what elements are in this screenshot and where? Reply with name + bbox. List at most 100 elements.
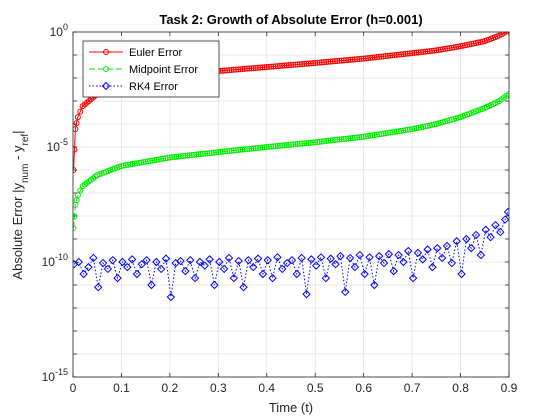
euler-point [77,108,84,115]
midpoint-point [292,141,299,148]
midpoint-point [294,141,301,148]
euler-point [314,59,321,66]
midpoint-point [402,127,409,134]
midpoint-point [261,144,268,151]
midpoint-point [296,140,303,147]
y-axis-label: Absolute Error |ynum - yref| [10,130,31,279]
rk4-point [282,258,292,268]
rk4-point [503,207,509,217]
rk4-point [263,255,272,265]
euler-point [415,49,422,56]
rk4-point [229,273,239,283]
midpoint-point [186,152,193,159]
euler-point [316,59,323,66]
midpoint-point [323,138,330,145]
midpoint-point [127,161,134,168]
rk4-point [278,264,287,274]
rk4-point [336,251,345,261]
euler-point [74,114,81,121]
midpoint-point [305,139,312,146]
midpoint-point [391,128,398,135]
euler-point [413,49,420,56]
midpoint-point [314,139,321,146]
midpoint-point [232,147,239,154]
euler-point [257,64,264,71]
chart-title: Task 2: Growth of Absolute Error (h=0.00… [159,12,422,27]
midpoint-point [371,131,378,138]
midpoint-point [389,129,396,136]
midpoint-point [312,139,319,146]
euler-point [356,55,363,62]
rk4-point [166,292,176,302]
midpoint-point [122,162,129,169]
midpoint-point [77,187,84,194]
legend: Euler Error Midpoint Error RK4 Error [82,40,220,98]
rk4-point [418,255,427,264]
legend-marker-rk4 [101,81,111,91]
euler-point [442,45,449,52]
midpoint-point [376,131,383,138]
rk4-point [181,266,190,276]
midpoint-point [318,138,325,145]
euler-point [433,47,440,54]
euler-point [288,62,294,69]
rk4-point [200,261,209,270]
euler-point [450,44,457,51]
midpoint-point [193,151,200,158]
midpoint-point [169,154,176,161]
euler-point [382,53,389,60]
midpoint-point [369,132,376,139]
rk4-point [127,255,137,264]
euler-point [239,66,246,73]
euler-point [73,126,79,133]
euler-point [334,57,341,64]
rk4-point [370,280,379,290]
rk4-point [467,243,476,253]
euler-point [285,62,292,69]
midpoint-point [184,152,191,159]
midpoint-point [151,157,158,164]
midpoint-point [367,132,374,139]
midpoint-point [217,148,224,155]
midpoint-point [129,161,136,168]
rk4-point [476,250,486,260]
euler-point [362,55,369,62]
midpoint-point [239,146,246,153]
legend-box [82,40,220,98]
rk4-point [297,253,306,263]
euler-point [406,50,413,57]
midpoint-point [215,149,222,156]
midpoint-point [136,159,143,166]
midpoint-point [140,159,147,166]
midpoint-point [250,145,257,152]
rk4-point [442,241,452,251]
rk4-point [190,273,200,283]
midpoint-point [398,127,405,134]
midpoint-point [144,158,151,165]
euler-point [378,53,385,60]
midpoint-series [73,91,509,232]
rk4-point [292,269,302,279]
midpoint-point [349,134,356,141]
x-tick-label: 0.4 [258,381,275,395]
rk4-point [224,253,234,263]
euler-point [371,54,378,61]
midpoint-point [197,151,204,158]
rk4-point [253,254,263,263]
midpoint-point [299,140,306,147]
euler-point [389,52,396,59]
euler-point [221,67,228,74]
euler-point [301,60,308,67]
rk4-point [500,215,509,224]
rk4-point [215,257,224,267]
rk4-point [345,253,355,263]
midpoint-point [158,156,165,163]
midpoint-point [171,153,178,160]
midpoint-point [177,153,184,160]
rk4-point [365,253,374,262]
midpoint-point [382,130,389,137]
midpoint-point [235,147,242,154]
euler-point [254,64,261,71]
euler-point [444,45,451,52]
